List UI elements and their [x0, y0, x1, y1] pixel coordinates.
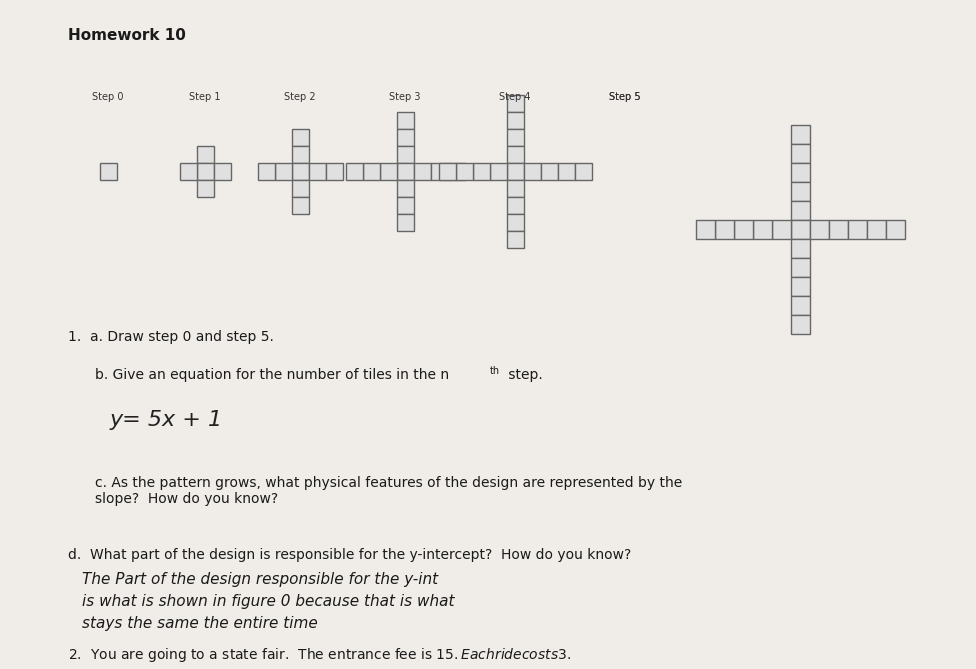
Bar [847, 220, 867, 240]
Bar [274, 163, 292, 181]
Bar [196, 181, 214, 197]
Bar [867, 220, 885, 240]
Bar [523, 163, 541, 181]
Bar [448, 163, 465, 181]
Bar [714, 220, 734, 240]
Bar [791, 183, 809, 201]
Text: 1.  a. Draw step 0 and step 5.: 1. a. Draw step 0 and step 5. [68, 330, 274, 344]
Bar [696, 220, 714, 240]
Bar [396, 181, 414, 197]
Bar [771, 220, 791, 240]
Text: Step 1: Step 1 [189, 92, 221, 102]
Bar [507, 112, 523, 129]
Bar [885, 220, 905, 240]
Bar [396, 147, 414, 163]
Bar [396, 214, 414, 231]
Bar [472, 163, 490, 181]
Bar [396, 163, 414, 181]
Bar [791, 145, 809, 163]
Bar [575, 163, 591, 181]
Text: Step 5: Step 5 [609, 92, 641, 102]
Text: b. Give an equation for the number of tiles in the n: b. Give an equation for the number of ti… [95, 368, 449, 382]
Text: 2.  You are going to a state fair.  The entrance fee is $15.  Each ride costs $3: 2. You are going to a state fair. The en… [68, 646, 571, 664]
Bar [292, 129, 308, 147]
Bar [380, 163, 396, 181]
Bar [292, 147, 308, 163]
Bar [196, 147, 214, 163]
Bar [196, 163, 214, 181]
Text: The Part of the design responsible for the y-int: The Part of the design responsible for t… [82, 572, 438, 587]
Bar [507, 96, 523, 112]
Bar [396, 197, 414, 214]
Text: Step 0: Step 0 [93, 92, 124, 102]
Bar [791, 240, 809, 258]
Bar [346, 163, 362, 181]
Bar [438, 163, 456, 181]
Bar [734, 220, 752, 240]
Bar [292, 181, 308, 197]
Bar [214, 163, 230, 181]
Bar [180, 163, 196, 181]
Bar [308, 163, 326, 181]
Bar [430, 163, 448, 181]
Text: Step 5: Step 5 [609, 92, 641, 102]
Bar [791, 296, 809, 315]
Bar [507, 231, 523, 248]
Bar [541, 163, 557, 181]
Text: Step 2: Step 2 [284, 92, 316, 102]
Bar [396, 129, 414, 147]
Bar [292, 197, 308, 214]
Bar [791, 163, 809, 183]
Bar [326, 163, 343, 181]
Text: y= 5x + 1: y= 5x + 1 [110, 410, 224, 429]
Bar [791, 126, 809, 145]
Bar [791, 220, 809, 240]
Bar [100, 163, 116, 181]
Text: c. As the pattern grows, what physical features of the design are represented by: c. As the pattern grows, what physical f… [95, 476, 682, 506]
Bar [809, 220, 829, 240]
Bar [490, 163, 507, 181]
Bar [396, 112, 414, 129]
Bar [507, 214, 523, 231]
Text: step.: step. [504, 368, 543, 382]
Bar [507, 197, 523, 214]
Text: stays the same the entire time: stays the same the entire time [82, 615, 318, 631]
Bar [791, 201, 809, 220]
Bar [791, 278, 809, 296]
Bar [829, 220, 847, 240]
Bar [752, 220, 771, 240]
Bar [791, 258, 809, 278]
Text: th: th [490, 366, 500, 376]
Bar [507, 181, 523, 197]
Bar [507, 163, 523, 181]
Bar [258, 163, 274, 181]
Text: is what is shown in figure 0 because that is what: is what is shown in figure 0 because tha… [82, 594, 455, 609]
Bar [557, 163, 575, 181]
Text: Homework 10: Homework 10 [68, 28, 185, 43]
Text: Step 3: Step 3 [389, 92, 421, 102]
Bar [362, 163, 380, 181]
Bar [292, 163, 308, 181]
Bar [507, 147, 523, 163]
Text: d.  What part of the design is responsible for the y-intercept?  How do you know: d. What part of the design is responsibl… [68, 548, 631, 562]
Bar [791, 315, 809, 334]
Bar [507, 129, 523, 147]
Bar [414, 163, 430, 181]
Bar [456, 163, 472, 181]
Text: Step 4: Step 4 [500, 92, 531, 102]
